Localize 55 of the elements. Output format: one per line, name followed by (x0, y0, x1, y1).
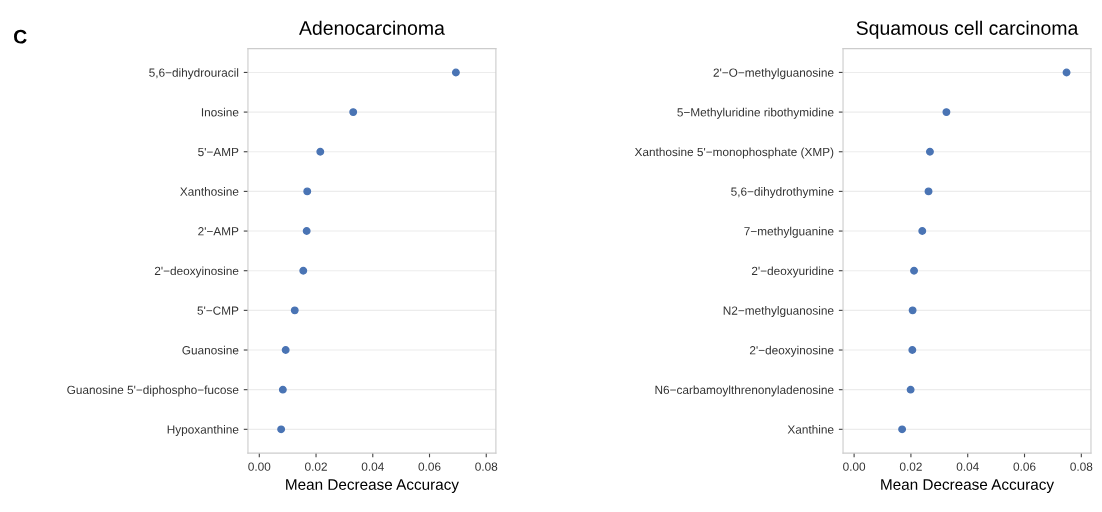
chart-title: Squamous cell carcinoma (856, 20, 1079, 39)
x-tick-label: 0.06 (418, 462, 441, 471)
y-tick-label: 2'−O−methylguanosine (713, 68, 834, 80)
point (349, 108, 358, 117)
x-tick-label: 0.00 (248, 462, 271, 471)
point (906, 385, 915, 394)
x-tick-label: 0.02 (305, 462, 327, 471)
point (908, 306, 917, 315)
y-tick-label: N6−carbamoylthrenonyladenosine (655, 385, 834, 397)
y-tick-label: Hypoxanthine (167, 425, 239, 437)
point (303, 187, 312, 196)
y-tick-label: 5'−AMP (198, 147, 239, 157)
y-tick-label: 2'−deoxyuridine (751, 266, 834, 278)
point (299, 266, 308, 275)
x-tick-label: 0.08 (1070, 462, 1093, 471)
point (908, 346, 917, 354)
point (1062, 68, 1071, 77)
y-tick-label: 2'−deoxyinosine (749, 345, 834, 357)
y-tick-label: 7−methylguanine (744, 226, 834, 238)
point (302, 227, 311, 236)
point (290, 306, 299, 315)
point (278, 385, 287, 394)
point (942, 108, 951, 117)
point (918, 227, 927, 236)
y-tick-label: 5−Methyluridine ribothymidine (677, 107, 834, 119)
x-tick-label: 0.02 (899, 462, 922, 471)
x-tick-label: 0.04 (956, 462, 979, 471)
x-axis-title: Mean Decrease Accuracy (881, 479, 1055, 493)
point (898, 425, 907, 434)
x-tick-label: 0.04 (361, 462, 384, 471)
chart-title: Adenocarcinoma (299, 20, 445, 35)
x-tick-label: 0.06 (1013, 462, 1036, 471)
point (451, 68, 460, 77)
x-tick-label: 0.00 (843, 462, 866, 471)
y-tick-label: 2'−AMP (198, 227, 239, 236)
x-axis-title: Mean Decrease Accuracy (286, 479, 459, 493)
text: C (14, 29, 27, 44)
x-tick-label: 0.08 (475, 462, 498, 471)
y-tick-label: Xanthosine (180, 187, 239, 196)
y-tick-label: Xanthosine 5'−monophosphate (XMP) (634, 147, 834, 159)
y-tick-label: 2'−deoxyinosine (154, 266, 239, 278)
point (925, 147, 934, 156)
y-tick-label: Guanosine (182, 345, 239, 355)
y-tick-label: 5,6−dihydrouracil (149, 68, 239, 80)
y-tick-label: Xanthine (787, 425, 834, 434)
point (924, 187, 933, 196)
point (281, 346, 290, 354)
point (277, 425, 286, 434)
point (910, 266, 918, 275)
point (316, 147, 325, 156)
y-tick-label: 5'−CMP (197, 306, 239, 315)
y-tick-label: N2−methylguanosine (723, 306, 834, 318)
y-tick-label: 5,6−dihydrothymine (731, 187, 834, 199)
y-tick-label: Guanosine 5'−diphospho−fucose (67, 385, 239, 397)
y-tick-label: Inosine (201, 107, 239, 117)
